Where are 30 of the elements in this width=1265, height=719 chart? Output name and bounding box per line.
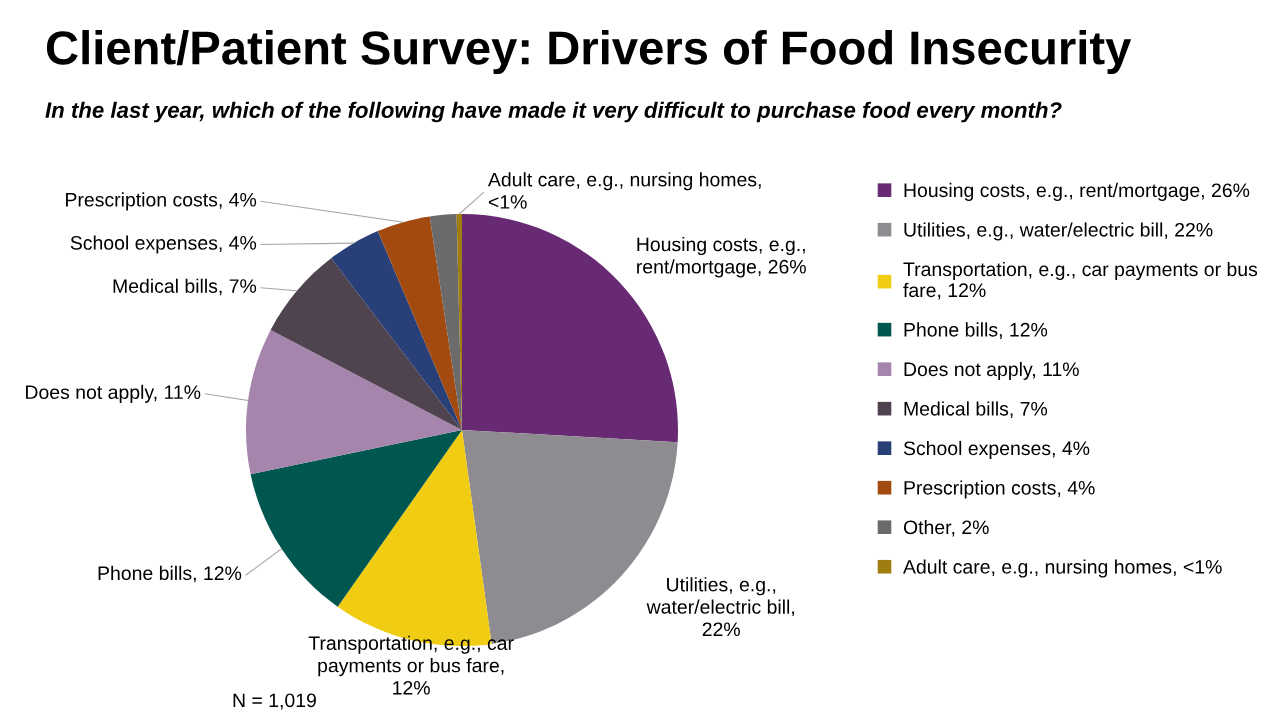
- legend-label: Other, 2%: [903, 519, 989, 537]
- legend-label: Phone bills, 12%: [904, 322, 1048, 339]
- text: N = 1,019: [233, 693, 316, 710]
- pie-slice: [270, 258, 462, 430]
- slice-label: School expenses, 4%: [70, 235, 257, 254]
- legend-label: Does not apply, 11%: [904, 361, 1079, 380]
- pie-slice: [429, 214, 462, 430]
- legend-label: Utilities, e.g., water/electric bill, 22%: [904, 222, 1213, 241]
- legend-label: Transportation, e.g., car payments or bus fare, 12%: [903, 261, 1258, 300]
- data-label: <1%: [488, 195, 527, 209]
- chart-title: Client/Patient Survey: Drivers of Food Insecurity: [46, 29, 1132, 75]
- legend-label: Housing costs, e.g., rent/mortgage, 26%: [904, 182, 1250, 201]
- slice-label: Prescription costs, 4%: [66, 192, 257, 211]
- slice-label: Phone bills, 12%: [98, 565, 242, 583]
- chart-subtitle: In the last year, which of the following have made it very difficult to purchase food every month?: [45, 101, 1062, 123]
- pie-slice: [250, 430, 462, 607]
- legend-label: Prescription costs, 4%: [904, 480, 1095, 499]
- slice-label: Housing costs, e.g., rent/mortgage, 26%: [637, 236, 806, 278]
- slice-label: Medical bills, 7%: [113, 278, 257, 296]
- data-label: 12%: [393, 680, 430, 695]
- slice-label: Does not apply, 11%: [26, 384, 201, 403]
- text: Adult care, e.g., nursing homes,: [487, 172, 761, 191]
- legend-label: School expenses, 4%: [903, 440, 1090, 460]
- text: Utilities, e.g., water/electric bill,: [646, 577, 795, 617]
- data-label: 22%: [702, 622, 740, 637]
- pie-slice: [246, 329, 462, 475]
- legend-label: Medical bills, 7%: [904, 401, 1048, 418]
- legend-label: Adult care, e.g., nursing homes, <1%: [903, 559, 1222, 578]
- pie-slice: [377, 216, 462, 430]
- pie-slice: [331, 231, 462, 430]
